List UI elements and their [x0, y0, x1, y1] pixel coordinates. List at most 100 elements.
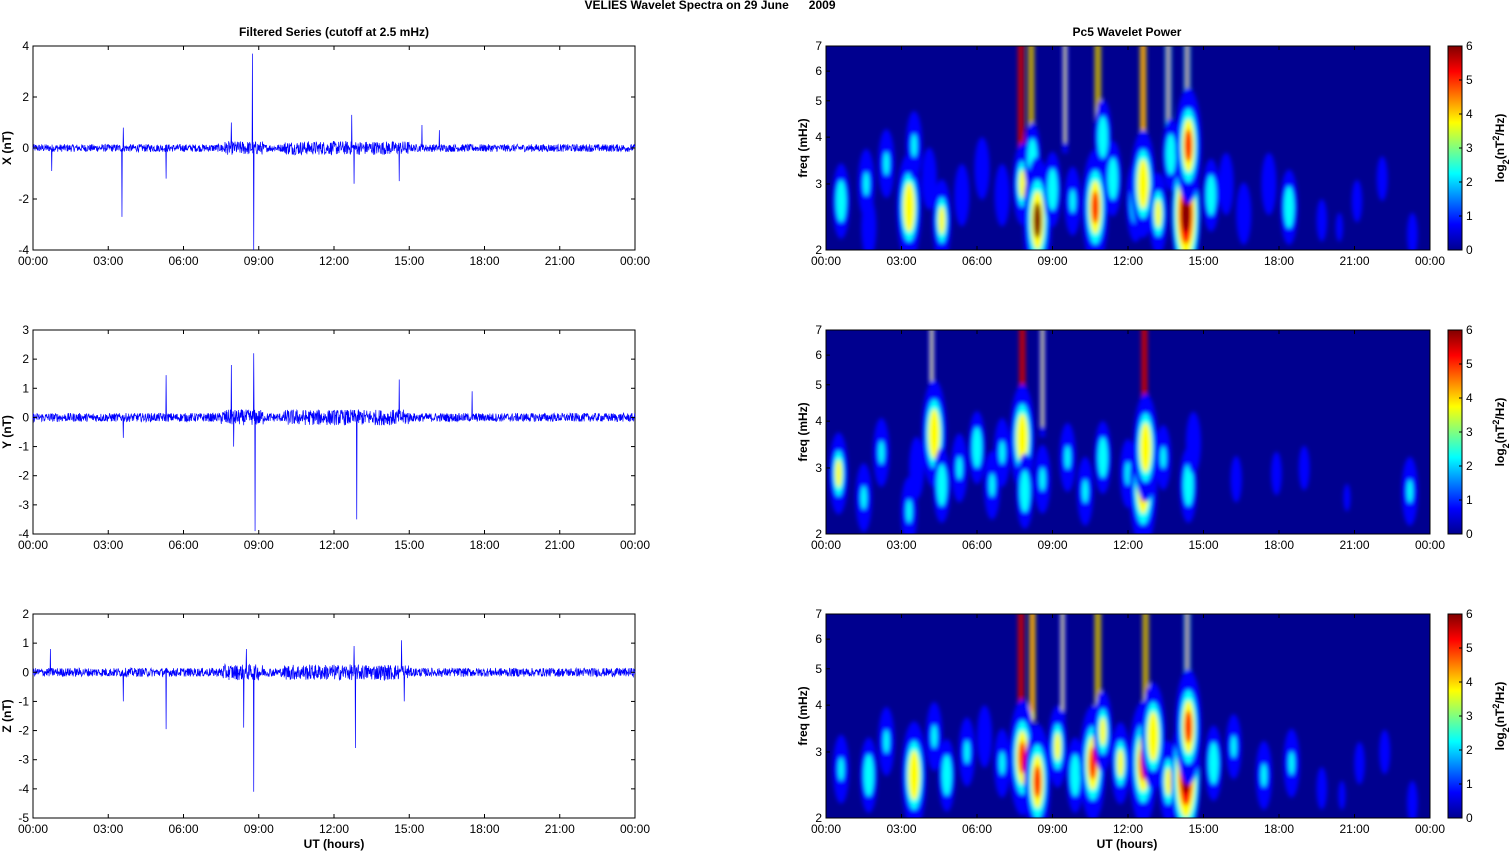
series-panel-1-ytick-label: -4: [18, 243, 29, 257]
spectrum-panel-3-power-blob: [1089, 746, 1097, 780]
spectrum-panel-2-power-blob: [1039, 467, 1046, 491]
spectrum-panel-3-colorbar-label: log2(nT2/Hz): [1491, 682, 1511, 751]
spectrum-panel-3-power-blob: [1054, 732, 1061, 761]
spectrum-panel-3-power-blob: [1261, 763, 1267, 788]
spectrum-panel-3-ytick-label: 5: [815, 662, 822, 676]
series-panel-2-xtick-label: 21:00: [545, 538, 575, 552]
series-panel-2-ytick-label: 1: [22, 381, 29, 395]
spectrum-panel-1-power-blob: [1109, 165, 1116, 192]
figure-title: VELIES Wavelet Spectra on 29 June 2009: [585, 0, 836, 12]
spectrum-panel-1-power-blob: [905, 192, 913, 223]
spectrum-panel-1-power-blob: [1091, 191, 1099, 224]
spectrum-panel-3-xtick-label: 12:00: [1113, 822, 1143, 836]
spectrum-panel-3-ytick-label: 4: [815, 698, 822, 712]
spectrum-panel-3-power-blob: [1165, 767, 1172, 796]
spectrum-panel-2-xtick-label: 09:00: [1037, 538, 1067, 552]
spectrum-panel-1-power: [832, 46, 1418, 250]
series-panel-3-frame: [32, 613, 636, 819]
spectrum-panel-2-power-blob: [1185, 472, 1192, 499]
spectrum-panel-3-power-blob: [1357, 753, 1362, 773]
spectrum-panel-3-power-blob: [1231, 735, 1237, 758]
spectrum-panel-1-power-blob: [1167, 141, 1174, 167]
series-panel-2-ytick-label: 2: [22, 352, 29, 366]
spectrum-panel-1-power-blob: [938, 206, 946, 235]
spectrum-panel-3-power-blob: [1339, 786, 1345, 805]
spectrum-panel-2-colorbar-tick-label: 1: [1466, 493, 1473, 507]
spectrum-panel-3-power-blob: [910, 760, 918, 791]
left-xlabel: UT (hours): [304, 837, 365, 851]
series-panel-2-ytick-label: -3: [18, 498, 29, 512]
spectrum-panel-1-power-blob: [1033, 202, 1042, 239]
spectrum-panel-3-power-blob: [838, 757, 844, 781]
series-panel-1-xtick-label: 12:00: [319, 254, 349, 268]
spectrum-panel-1-xtick-label: 09:00: [1037, 254, 1067, 268]
spectrum-panel-2-power-blob: [1190, 432, 1197, 454]
series-panel-2-xtick-label: 18:00: [469, 538, 499, 552]
spectrum-panel-2-xtick-label: 00:00: [1415, 538, 1445, 552]
spectrum-panel-3-power-blob: [1184, 710, 1193, 744]
spectrum-panel-3-power-blob: [1099, 717, 1107, 746]
series-panel-2-xtick-label: 00:00: [620, 538, 650, 552]
series-panel-3-xtick-label: 21:00: [545, 822, 575, 836]
spectrum-panel-3-power-blob: [1018, 741, 1026, 774]
spectrum-panel-3-streak-core: [1061, 614, 1064, 711]
spectrum-panel-3-power-blob: [1072, 762, 1079, 789]
spectrum-panel-3-ytick-label: 3: [815, 745, 822, 759]
spectrum-panel-2-power-blob: [1233, 469, 1239, 490]
spectrum-panel-2-colorbar-tick-label: 0: [1466, 527, 1473, 541]
spectrum-panel-2-xtick-label: 15:00: [1188, 538, 1218, 552]
spectrum-panel-2-power-blob: [938, 472, 945, 499]
spectrum-panel-3-streak-core: [1019, 614, 1023, 711]
spectrum-panel-1-power-blob: [1266, 173, 1272, 195]
series-panel-3-xtick-label: 06:00: [168, 822, 198, 836]
spectrum-panel-1-xtick-label: 18:00: [1264, 254, 1294, 268]
spectrum-panel-2-power: [829, 330, 1419, 534]
spectrum-panel-2-ytick-label: 5: [815, 378, 822, 392]
spectrum-panel-1-ytick-label: 3: [815, 177, 822, 191]
spectrum-panel-2-power-blob: [1160, 446, 1166, 469]
spectrum-panel-3-power-blob: [1319, 779, 1325, 798]
series-panel-3-xtick-label: 12:00: [319, 822, 349, 836]
spectrum-panel-3-xtick-label: 21:00: [1339, 822, 1369, 836]
spectrum-panel-1-streak-core: [1029, 46, 1033, 143]
spectrum-panel-1-ytick-label: 6: [815, 64, 822, 78]
spectrum-panel-2-power-blob: [989, 473, 995, 497]
spectrum-panel-2-colorbar-tick-label: 2: [1466, 459, 1473, 473]
spectrum-panel-3-power-blob: [1033, 765, 1042, 798]
spectrum-panel-3-power-blob: [931, 724, 938, 749]
left-column-title: Filtered Series (cutoff at 2.5 mHz): [239, 25, 429, 39]
spectrum-panel-3-xtick-label: 15:00: [1188, 822, 1218, 836]
spectrum-panel-1-power-blob: [866, 216, 872, 238]
spectrum-panel-1-xtick-label: 03:00: [886, 254, 916, 268]
spectrum-panel-1-power-blob: [1069, 189, 1076, 213]
series-panel-2-ytick-label: -1: [18, 440, 29, 454]
spectrum-panel-2-ytick-label: 4: [815, 414, 822, 428]
spectrum-panel-3-power-blob: [981, 725, 988, 748]
spectrum-panel-3-streak-core: [1031, 614, 1034, 711]
spectrum-panel-1-power-blob: [838, 188, 845, 215]
spectrum-panel-2-power-blob: [1344, 489, 1350, 507]
spectrum-panel-1-power-blob: [883, 151, 890, 176]
spectrum-panel-2-colorbar-tick-label: 3: [1466, 425, 1473, 439]
spectrum-panel-1-xtick-label: 12:00: [1113, 254, 1143, 268]
spectrum-panel-2-power-blob: [956, 456, 963, 480]
series-panel-3-line: [32, 640, 636, 792]
spectrum-panel-2-power-blob: [835, 459, 842, 488]
spectrum-panel-2-power-blob: [1064, 445, 1071, 470]
spectrum-panel-2-streak-core: [1021, 330, 1024, 427]
series-panel-2-xtick-label: 06:00: [168, 538, 198, 552]
series-panel-3-ylabel: Z (nT): [0, 699, 14, 732]
spectrum-panel-2-xtick-label: 03:00: [886, 538, 916, 552]
spectrum-panel-2-xtick-label: 21:00: [1339, 538, 1369, 552]
series-panel-2-ytick-label: -4: [18, 527, 29, 541]
spectrum-panel-3-power-blob: [1410, 792, 1415, 812]
series-panel-2-xtick-label: 00:00: [18, 538, 48, 552]
spectrum-panel-3-ylabel: freq (mHz): [796, 686, 810, 745]
spectrum-panel-1-power-blob: [863, 171, 870, 196]
series-panel-2-ytick-label: 0: [22, 410, 29, 424]
spectrum-panel-3-ytick-label: 7: [815, 607, 822, 621]
spectrum-panel-3-streak-core: [1185, 614, 1189, 711]
spectrum-panel-2-streak-core: [1143, 330, 1146, 427]
spectrum-panel-2-streak-core: [1041, 330, 1044, 427]
spectrum-panel-2-ylabel: freq (mHz): [796, 402, 810, 461]
